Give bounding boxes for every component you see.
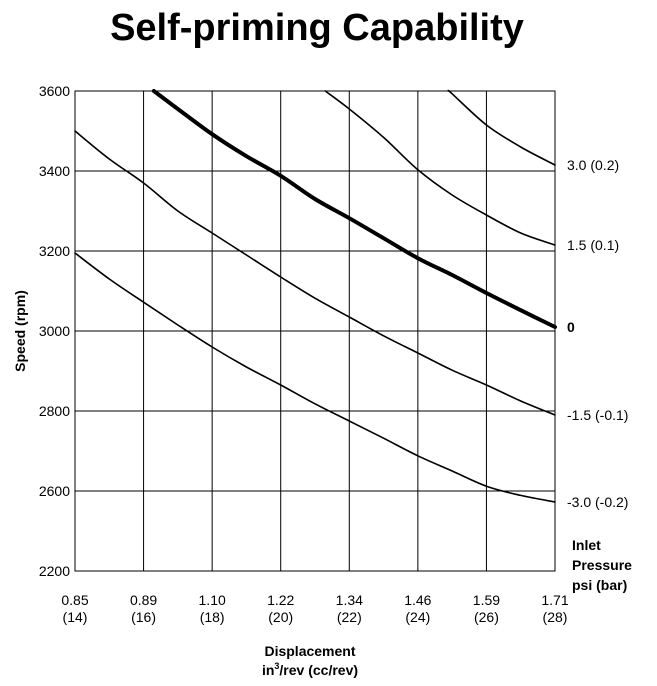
- y-tick-label: 3000: [39, 323, 70, 339]
- series-line-2: [151, 89, 557, 329]
- series-label: 0: [567, 319, 575, 335]
- series-labels: 3.0 (0.2) 1.5 (0.1) 0 -1.5 (-0.1) -3.0 (-0.2…: [567, 157, 628, 510]
- y-tick-label: 3400: [39, 163, 70, 179]
- x-tick-label-metric: (26): [474, 609, 499, 625]
- y-tick-label: 3200: [39, 243, 70, 259]
- legend-title-line3: psi (bar): [572, 577, 627, 593]
- x-tick-label-metric: (28): [543, 609, 568, 625]
- y-tick-label: 2600: [39, 483, 70, 499]
- series-lines: [74, 89, 557, 503]
- x-axis-ticks: 0.85(14) 0.89(16) 1.10(18) 1.22(20) 1.34(22)…: [61, 592, 568, 625]
- series-label: 1.5 (0.1): [567, 237, 619, 253]
- x-axis-label-unit-prefix: in: [262, 662, 274, 678]
- legend-title-line1: Inlet: [572, 537, 601, 553]
- series-line-4: [74, 252, 556, 503]
- x-tick-label-metric: (22): [337, 609, 362, 625]
- x-axis-label-line2: in3/rev (cc/rev): [262, 661, 358, 678]
- x-tick-label: 1.22: [267, 592, 294, 608]
- x-tick-label-metric: (16): [131, 609, 156, 625]
- x-tick-label-metric: (20): [268, 609, 293, 625]
- chart-title: Self-priming Capability: [110, 7, 524, 49]
- series-line-0: [447, 89, 556, 166]
- x-axis-label-unit-suffix: /rev (cc/rev): [279, 662, 358, 678]
- x-tick-label-metric: (24): [405, 609, 430, 625]
- y-axis-ticks: 3600 3400 3200 3000 2800 2600 2200: [39, 83, 70, 579]
- x-axis-label-superscript: 3: [274, 661, 279, 671]
- y-axis-label: Speed (rpm): [12, 290, 28, 372]
- x-tick-label-metric: (14): [63, 609, 88, 625]
- x-tick-label: 1.59: [473, 592, 500, 608]
- legend-title-line2: Pressure: [572, 557, 632, 573]
- x-tick-label: 1.34: [336, 592, 363, 608]
- series-line-1: [324, 90, 556, 246]
- series-label: -3.0 (-0.2): [567, 494, 628, 510]
- x-axis-label-line1: Displacement: [264, 643, 355, 659]
- grid: [74, 90, 556, 572]
- y-tick-label: 3600: [39, 83, 70, 99]
- series-line-3: [74, 130, 556, 416]
- x-tick-label: 0.85: [61, 592, 88, 608]
- x-tick-label: 1.46: [404, 592, 431, 608]
- x-tick-label: 0.89: [130, 592, 157, 608]
- y-tick-label: 2200: [39, 563, 70, 579]
- x-tick-label: 1.10: [199, 592, 226, 608]
- series-label: 3.0 (0.2): [567, 157, 619, 173]
- inlet-pressure-legend-title: Inlet Pressure psi (bar): [572, 537, 632, 593]
- y-tick-label: 2800: [39, 403, 70, 419]
- x-tick-label-metric: (18): [200, 609, 225, 625]
- x-tick-label: 1.71: [541, 592, 568, 608]
- series-label: -1.5 (-0.1): [567, 407, 628, 423]
